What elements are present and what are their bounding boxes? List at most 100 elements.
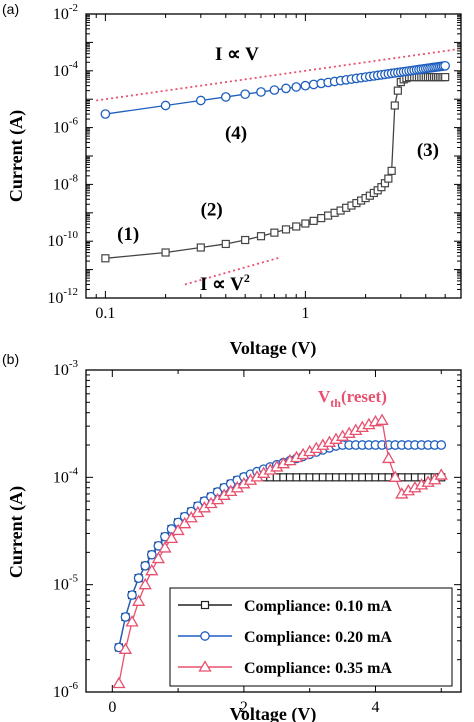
ref-line-label-quadratic-sup: 2 [244,271,250,285]
series-0-point [384,174,393,183]
series-1-point [281,83,291,94]
series-0-point [371,473,380,482]
y-tick-exp: -6 [69,116,79,128]
series-2-point [382,451,396,464]
series-1-point [133,573,144,584]
series-1-point [291,82,302,92]
panel-a-reference-lines [96,48,459,286]
series-0-point [325,473,334,482]
panel-b-y-tick-labels: 10-610-510-410-3 [53,358,79,701]
y-tick-base: 10 [53,63,69,80]
series-2-point [388,470,402,482]
legend-marker-1 [200,631,210,641]
series-1-point [256,87,266,97]
series-2-point [178,516,192,529]
region-label-2: (3) [417,140,439,161]
series-0-point [404,473,413,482]
y-tick-exp: -3 [69,358,79,370]
legend-marker-0 [200,600,210,610]
series-0-point [292,222,301,231]
y-tick-label: 10-8 [53,172,79,193]
series-0-point [345,473,354,482]
vth-sub: th [330,396,341,410]
series-2-point [151,551,165,564]
ref-line-label-quadratic: I ∝ V2 [200,271,250,295]
series-0-point [387,166,396,175]
series-1-point [140,560,151,571]
series-0-point [221,239,230,249]
y-tick-label: 10-4 [53,59,79,80]
series-0-point [292,473,301,482]
vth-base: V [318,387,331,406]
series-0-point [309,216,318,225]
y-tick-exp: -4 [69,465,79,477]
y-tick-exp: -10 [63,229,78,241]
reference-line-1 [184,256,281,286]
series-2-point [138,577,152,590]
series-2-point [164,531,179,544]
series-0-point [272,473,281,482]
series-1-point [269,85,280,95]
y-tick-label: 10-12 [47,286,78,307]
y-tick-base: 10 [53,362,69,379]
y-tick-exp: -4 [69,59,79,71]
series-2-point [375,413,389,425]
y-tick-base: 10 [47,233,63,250]
panel-a-y-axis-label: Current (A) [6,110,27,202]
x-tick-label: 4 [371,699,379,716]
y-tick-label: 10-3 [53,358,79,379]
region-label-3: (4) [225,123,247,144]
y-tick-label: 10-6 [53,116,79,137]
series-0-point [285,473,295,482]
series-2-point [112,676,126,689]
panel-b-legend: Compliance: 0.10 mA Compliance: 0.20 mA Co… [169,587,453,687]
panel-b-ticks [86,370,461,693]
x-tick-label: 2 [240,699,248,716]
y-tick-base: 10 [53,6,69,23]
vth-rest: (reset) [341,387,387,406]
reference-line-0 [96,48,459,102]
series-1-point [120,612,131,622]
series-0-point [161,248,170,257]
series-0-point [331,473,341,482]
y-tick-exp: -6 [69,680,79,692]
panel-b-frame [85,369,462,693]
ref-line-label-linear: I ∝ V [215,44,259,65]
y-tick-label: 10-5 [53,573,79,594]
series-2-point [171,523,185,536]
series-0-point [338,473,347,482]
series-0-point [279,473,288,482]
series-0-point [364,473,373,482]
y-tick-exp: -5 [69,573,79,585]
series-1-point [440,60,451,71]
legend-marker-2 [198,660,212,672]
x-tick-label: 0.1 [95,305,115,322]
y-tick-base: 10 [53,577,69,594]
panel-b-label: (b) [2,351,19,367]
x-tick-label: 0 [108,699,116,716]
series-1-point [195,95,206,106]
y-tick-label: 10-10 [47,229,78,250]
y-tick-base: 10 [53,684,69,701]
series-2-point [132,594,146,606]
series-0-point [318,473,327,482]
series-1-point [146,549,157,560]
series-0-point [281,225,291,234]
legend-label-1: Compliance: 0.20 mA [244,629,392,646]
panel-a-label: (a) [2,1,19,17]
y-tick-base: 10 [53,469,69,486]
series-0-point [358,473,367,482]
legend-label-2: Compliance: 0.35 mA [244,660,392,677]
series-0-point [301,219,310,228]
panel-b-y-axis-label: Current (A) [6,486,27,578]
y-tick-label: 10-2 [53,2,78,23]
series-0-point [390,101,399,110]
series-0-point [377,473,387,482]
series-1-point [300,80,311,91]
series-1-point [100,109,111,119]
panel-a-annotations: (1) (2) (3) (4) [117,123,439,245]
series-2-point [158,541,172,553]
